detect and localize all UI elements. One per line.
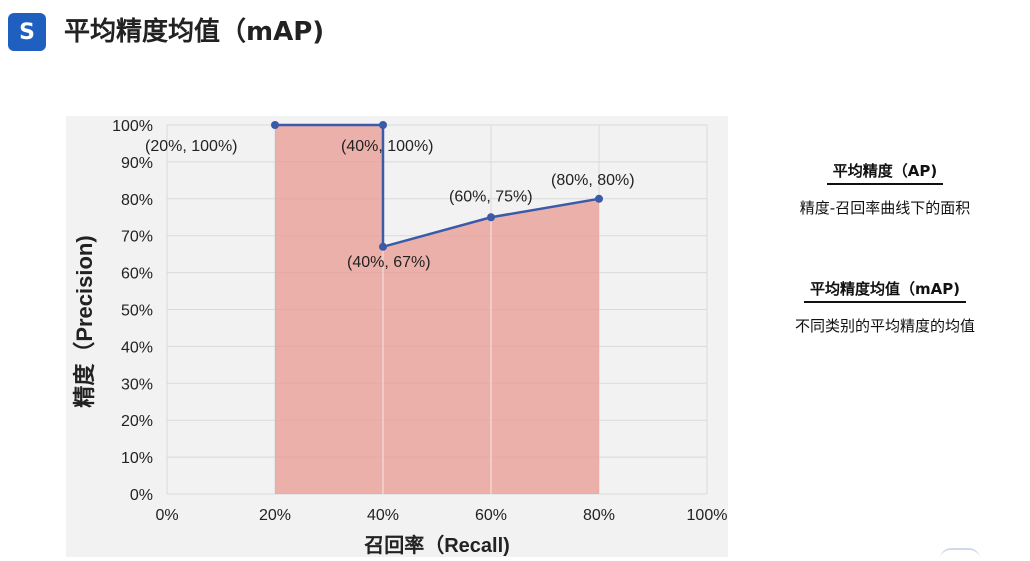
data-point [379, 242, 387, 251]
map-heading: 平均精度均值（mAP) [803, 278, 967, 303]
y-tick-label: 30% [121, 376, 153, 393]
y-tick-label: 0% [130, 487, 153, 504]
data-point [595, 194, 603, 203]
y-tick-label: 60% [121, 266, 153, 283]
data-label: (40%, 100%) [341, 138, 434, 155]
page-title: 平均精度均值（mAP) [64, 17, 325, 47]
y-tick-label: 40% [121, 339, 153, 356]
ap-definition: 平均精度（AP) 精度-召回率曲线下的面积 [760, 160, 1010, 218]
area-under-curve [275, 125, 599, 494]
y-tick-label: 20% [121, 413, 153, 430]
x-tick-label: 60% [475, 507, 507, 524]
watermark-icon [940, 548, 980, 559]
map-definition: 平均精度均值（mAP) 不同类别的平均精度的均值 [760, 278, 1010, 336]
y-tick-label: 80% [121, 192, 153, 209]
logo-icon: S [8, 13, 46, 51]
data-point [379, 121, 387, 129]
ap-description: 精度-召回率曲线下的面积 [799, 199, 971, 217]
data-point [271, 121, 279, 129]
data-label: (80%, 80%) [551, 172, 635, 189]
x-tick-label: 40% [367, 507, 399, 524]
y-tick-label: 50% [121, 303, 153, 320]
y-tick-label: 10% [121, 450, 153, 467]
x-tick-label: 100% [687, 507, 728, 524]
y-axis-title: 精度（Precision) [72, 235, 97, 407]
x-tick-label: 80% [583, 507, 615, 524]
data-label: (20%, 100%) [145, 138, 238, 155]
x-axis-title: 召回率（Recall) [363, 533, 510, 557]
y-tick-label: 90% [121, 155, 153, 172]
data-point [487, 213, 495, 222]
data-label: (40%, 67%) [347, 254, 431, 271]
ap-heading: 平均精度（AP) [826, 160, 944, 185]
chart-svg: (20%, 100%) (40%, 100%) (40%, 67%) (60%, 75… [66, 116, 728, 557]
map-description: 不同类别的平均精度的均值 [794, 317, 975, 335]
x-tick-label: 0% [155, 507, 178, 524]
data-label: (60%, 75%) [449, 188, 533, 205]
pr-curve-chart: (20%, 100%) (40%, 100%) (40%, 67%) (60%, 75… [66, 116, 728, 557]
y-tick-label: 70% [121, 229, 153, 246]
x-tick-label: 20% [259, 507, 291, 524]
y-tick-label: 100% [112, 118, 153, 135]
